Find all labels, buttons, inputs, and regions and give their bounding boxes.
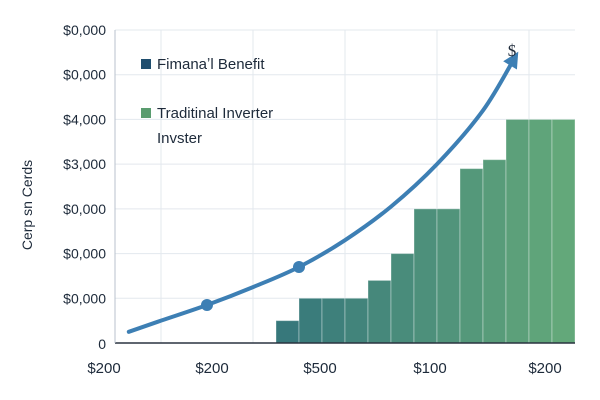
bar-series [275, 118, 576, 344]
y-tick-label: $0,000 [63, 246, 106, 262]
bar [344, 297, 369, 344]
legend-label-inverter: Traditinal Inverter [157, 105, 273, 122]
bar [528, 118, 553, 344]
y-tick-labels: $0,000 $0,000 $4,000 $3,000 $0,000 $0,000 $0,0… [63, 22, 106, 352]
x-tick-label: $200 [87, 360, 120, 377]
x-tick-label: $500 [303, 360, 336, 377]
x-tick-labels: $200 $200 $500 $100 $200 [87, 360, 561, 377]
line-series [126, 51, 519, 334]
bar [551, 118, 576, 344]
x-tick-label: $200 [528, 360, 561, 377]
bar [367, 279, 392, 344]
bar [298, 297, 323, 344]
legend: Fimanaʼl Benefit Traditinal Inverter Inv… [141, 56, 273, 147]
bar [275, 320, 300, 344]
axes [114, 30, 575, 344]
y-tick-label: $0,000 [63, 22, 106, 38]
legend-label-extra: Invster [157, 130, 202, 147]
bar [413, 208, 438, 344]
dollar-annotation: $ [508, 41, 517, 60]
legend-swatch-benefit [141, 59, 151, 69]
x-tick-label: $200 [195, 360, 228, 377]
legend-label-benefit: Fimanaʼl Benefit [157, 56, 265, 73]
y-tick-label: 0 [98, 336, 106, 352]
arrowhead-icon [503, 51, 519, 70]
line-point-marker [293, 260, 305, 273]
bar [321, 297, 346, 344]
bar [505, 118, 530, 344]
bar [459, 168, 484, 344]
y-tick-label: $3,000 [63, 156, 106, 172]
legend-swatch-inverter [141, 108, 151, 118]
y-tick-label: $4,000 [63, 111, 106, 127]
line-point-marker [201, 298, 213, 311]
bar [390, 253, 415, 344]
y-tick-label: $0,000 [63, 67, 106, 83]
y-tick-label: $0,000 [63, 201, 106, 217]
y-axis-label: Cerp sn Cerds [19, 160, 35, 250]
grid [115, 29, 575, 343]
bar [482, 159, 507, 344]
benefit-line [126, 54, 518, 334]
bar [436, 208, 461, 344]
x-tick-label: $100 [413, 360, 446, 377]
y-tick-label: $0,000 [63, 290, 106, 306]
